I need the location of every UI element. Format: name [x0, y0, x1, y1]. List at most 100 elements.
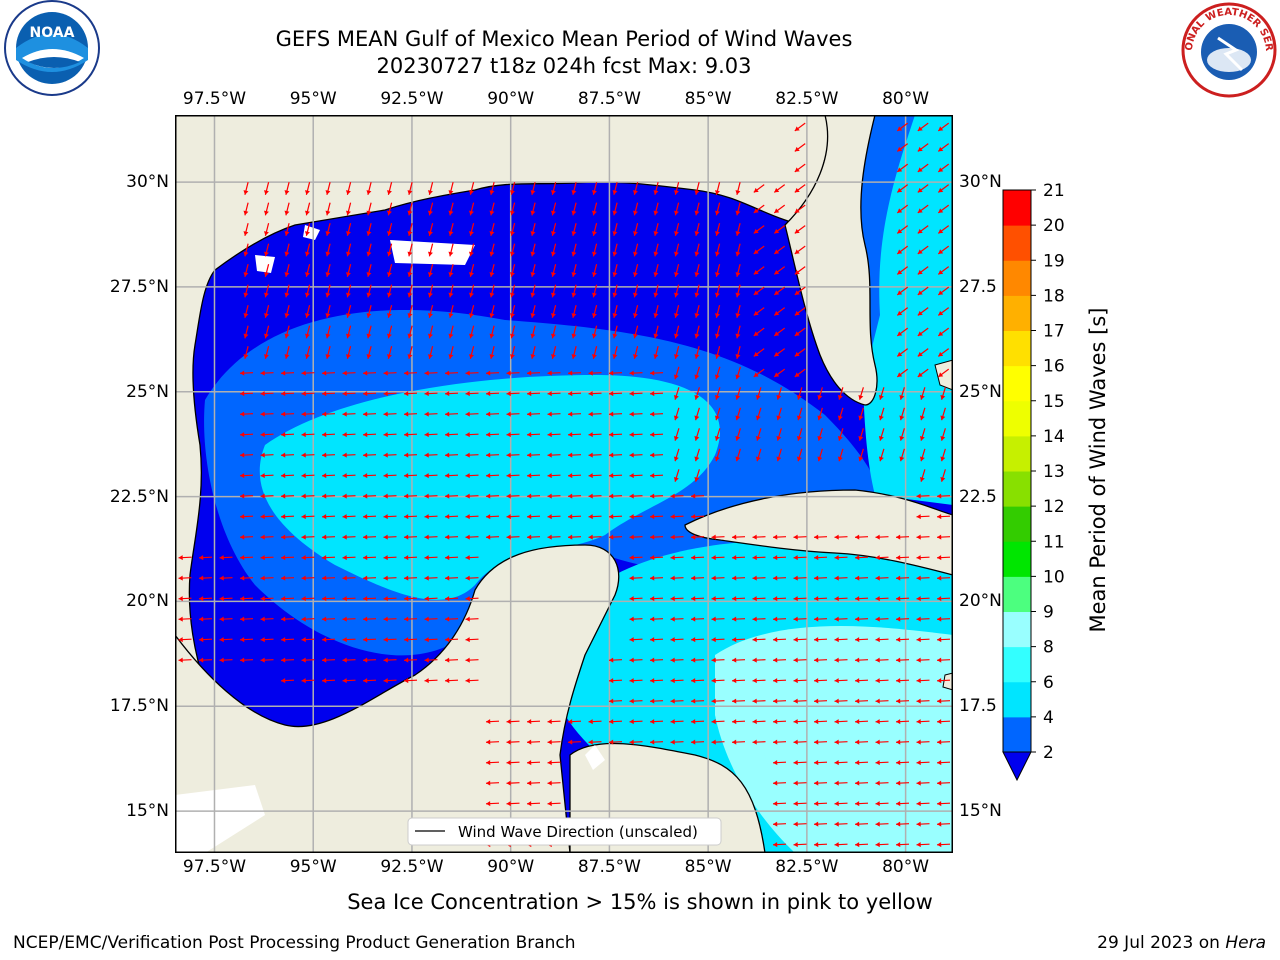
wave-direction-arrowhead — [855, 575, 860, 581]
lon-tick-bottom: 97.5°W — [182, 857, 247, 877]
wave-direction-arrowhead — [301, 432, 306, 438]
wave-direction-arrowhead — [571, 190, 577, 195]
wave-direction-arrowhead — [363, 391, 368, 397]
colorbar-segment — [1003, 365, 1031, 402]
wave-direction-arrowhead — [510, 210, 515, 216]
wave-direction-arrowhead — [284, 272, 290, 277]
wave-direction-arrowhead — [366, 354, 372, 359]
colorbar-tick-label: 12 — [1043, 497, 1065, 517]
wave-direction-arrowhead — [633, 251, 638, 257]
wave-direction-arrowhead — [281, 657, 286, 663]
colorbar-tick-label: 20 — [1043, 216, 1065, 236]
wave-direction-arrowhead — [568, 719, 573, 725]
wave-direction-arrowhead — [346, 354, 351, 359]
colorbar-segment — [1003, 471, 1031, 507]
wave-direction-arrowhead — [486, 719, 491, 725]
wave-direction-arrowhead — [673, 477, 679, 482]
wave-direction-arrowhead — [917, 208, 923, 213]
wave-direction-arrowhead — [735, 395, 741, 400]
wave-direction-arrowhead — [694, 190, 700, 195]
wave-direction-arrowhead — [715, 354, 720, 359]
wave-direction-arrowhead — [325, 333, 331, 339]
wave-direction-arrowhead — [917, 249, 923, 254]
wave-direction-arrowhead — [896, 780, 901, 786]
wave-direction-arrowhead — [670, 596, 675, 602]
wave-direction-arrowhead — [855, 719, 860, 725]
wave-direction-arrowhead — [284, 231, 290, 236]
wave-direction-arrowhead — [445, 555, 450, 561]
lat-tick-right: 20°N — [959, 591, 1002, 612]
wave-direction-arrowhead — [260, 391, 265, 397]
wave-direction-arrowhead — [465, 493, 470, 499]
wave-direction-arrowhead — [916, 493, 921, 499]
wave-direction-arrowhead — [732, 657, 737, 663]
wave-direction-arrowhead — [916, 698, 921, 704]
wave-direction-arrowhead — [629, 637, 634, 643]
wave-direction-arrowhead — [670, 698, 675, 704]
wave-direction-arrowhead — [814, 678, 819, 684]
wave-direction-arrowhead — [711, 534, 716, 540]
wave-direction-arrowhead — [916, 555, 921, 561]
wave-direction-arrowhead — [366, 231, 372, 236]
wave-direction-arrowhead — [301, 391, 306, 397]
wave-direction-arrowhead — [527, 370, 532, 376]
wave-direction-arrowhead — [855, 821, 860, 827]
wave-direction-arrowhead — [735, 272, 741, 277]
wave-direction-arrowhead — [199, 575, 204, 581]
wave-direction-arrowhead — [551, 190, 556, 195]
wave-direction-arrowhead — [305, 190, 310, 195]
wave-direction-arrowhead — [387, 292, 392, 298]
wave-direction-arrowhead — [694, 210, 700, 216]
wave-direction-arrowhead — [774, 228, 780, 234]
wave-direction-arrowhead — [547, 514, 552, 520]
lat-tick-left: 20°N — [126, 591, 169, 612]
wave-direction-arrowhead — [875, 678, 880, 684]
wave-direction-arrowhead — [387, 251, 392, 257]
wave-direction-arrowhead — [653, 272, 659, 277]
wave-direction-arrowhead — [424, 616, 429, 622]
wave-direction-arrowhead — [243, 210, 249, 216]
wave-direction-arrowhead — [404, 514, 409, 520]
wave-direction-arrowhead — [793, 801, 798, 807]
no-data-patch — [303, 225, 320, 240]
wave-direction-arrowhead — [897, 372, 903, 377]
wave-direction-arrowhead — [773, 555, 778, 561]
wave-direction-arrowhead — [424, 575, 429, 581]
wave-direction-arrowhead — [448, 231, 454, 236]
wave-direction-arrowhead — [794, 310, 800, 316]
wave-direction-arrowhead — [424, 514, 429, 520]
wave-direction-arrowhead — [469, 292, 474, 298]
wave-direction-arrowhead — [530, 210, 536, 216]
wave-direction-arrowhead — [752, 637, 757, 643]
wave-direction-arrowhead — [735, 374, 741, 380]
wave-direction-arrowhead — [732, 534, 737, 540]
wave-direction-arrowhead — [506, 534, 511, 540]
wave-direction-arrowhead — [322, 493, 327, 499]
wave-direction-arrowhead — [834, 575, 839, 581]
colorbar-tick-label: 11 — [1043, 532, 1065, 552]
wave-direction-arrowhead — [588, 411, 593, 417]
wave-direction-arrowhead — [325, 231, 331, 236]
wave-direction-arrowhead — [650, 452, 655, 458]
wave-direction-arrowhead — [281, 616, 286, 622]
wave-direction-arrowhead — [773, 780, 778, 786]
wave-direction-arrowhead — [428, 210, 433, 216]
wave-direction-arrowhead — [612, 354, 618, 359]
wave-direction-arrowhead — [486, 760, 491, 766]
wave-direction-arrowhead — [510, 333, 515, 339]
wave-direction-arrowhead — [694, 415, 700, 421]
wave-direction-arrowhead — [527, 473, 532, 479]
wave-direction-arrowhead — [917, 351, 923, 357]
wave-direction-arrowhead — [465, 596, 470, 602]
wave-direction-arrowhead — [691, 739, 696, 745]
wave-direction-arrowhead — [404, 616, 409, 622]
chart-subtitle: 20230727 t18z 024h fcst Max: 9.03 — [376, 54, 752, 78]
wave-direction-arrowhead — [404, 596, 409, 602]
wave-direction-arrowhead — [752, 596, 757, 602]
wave-direction-arrowhead — [281, 678, 286, 684]
wave-direction-arrowhead — [937, 801, 942, 807]
nws-logo: NATIONAL WEATHER SERVICE — [1176, 0, 1278, 98]
wave-direction-arrowhead — [916, 575, 921, 581]
wave-direction-arrowhead — [547, 411, 552, 417]
lat-tick-right: 17.5 — [959, 696, 997, 717]
